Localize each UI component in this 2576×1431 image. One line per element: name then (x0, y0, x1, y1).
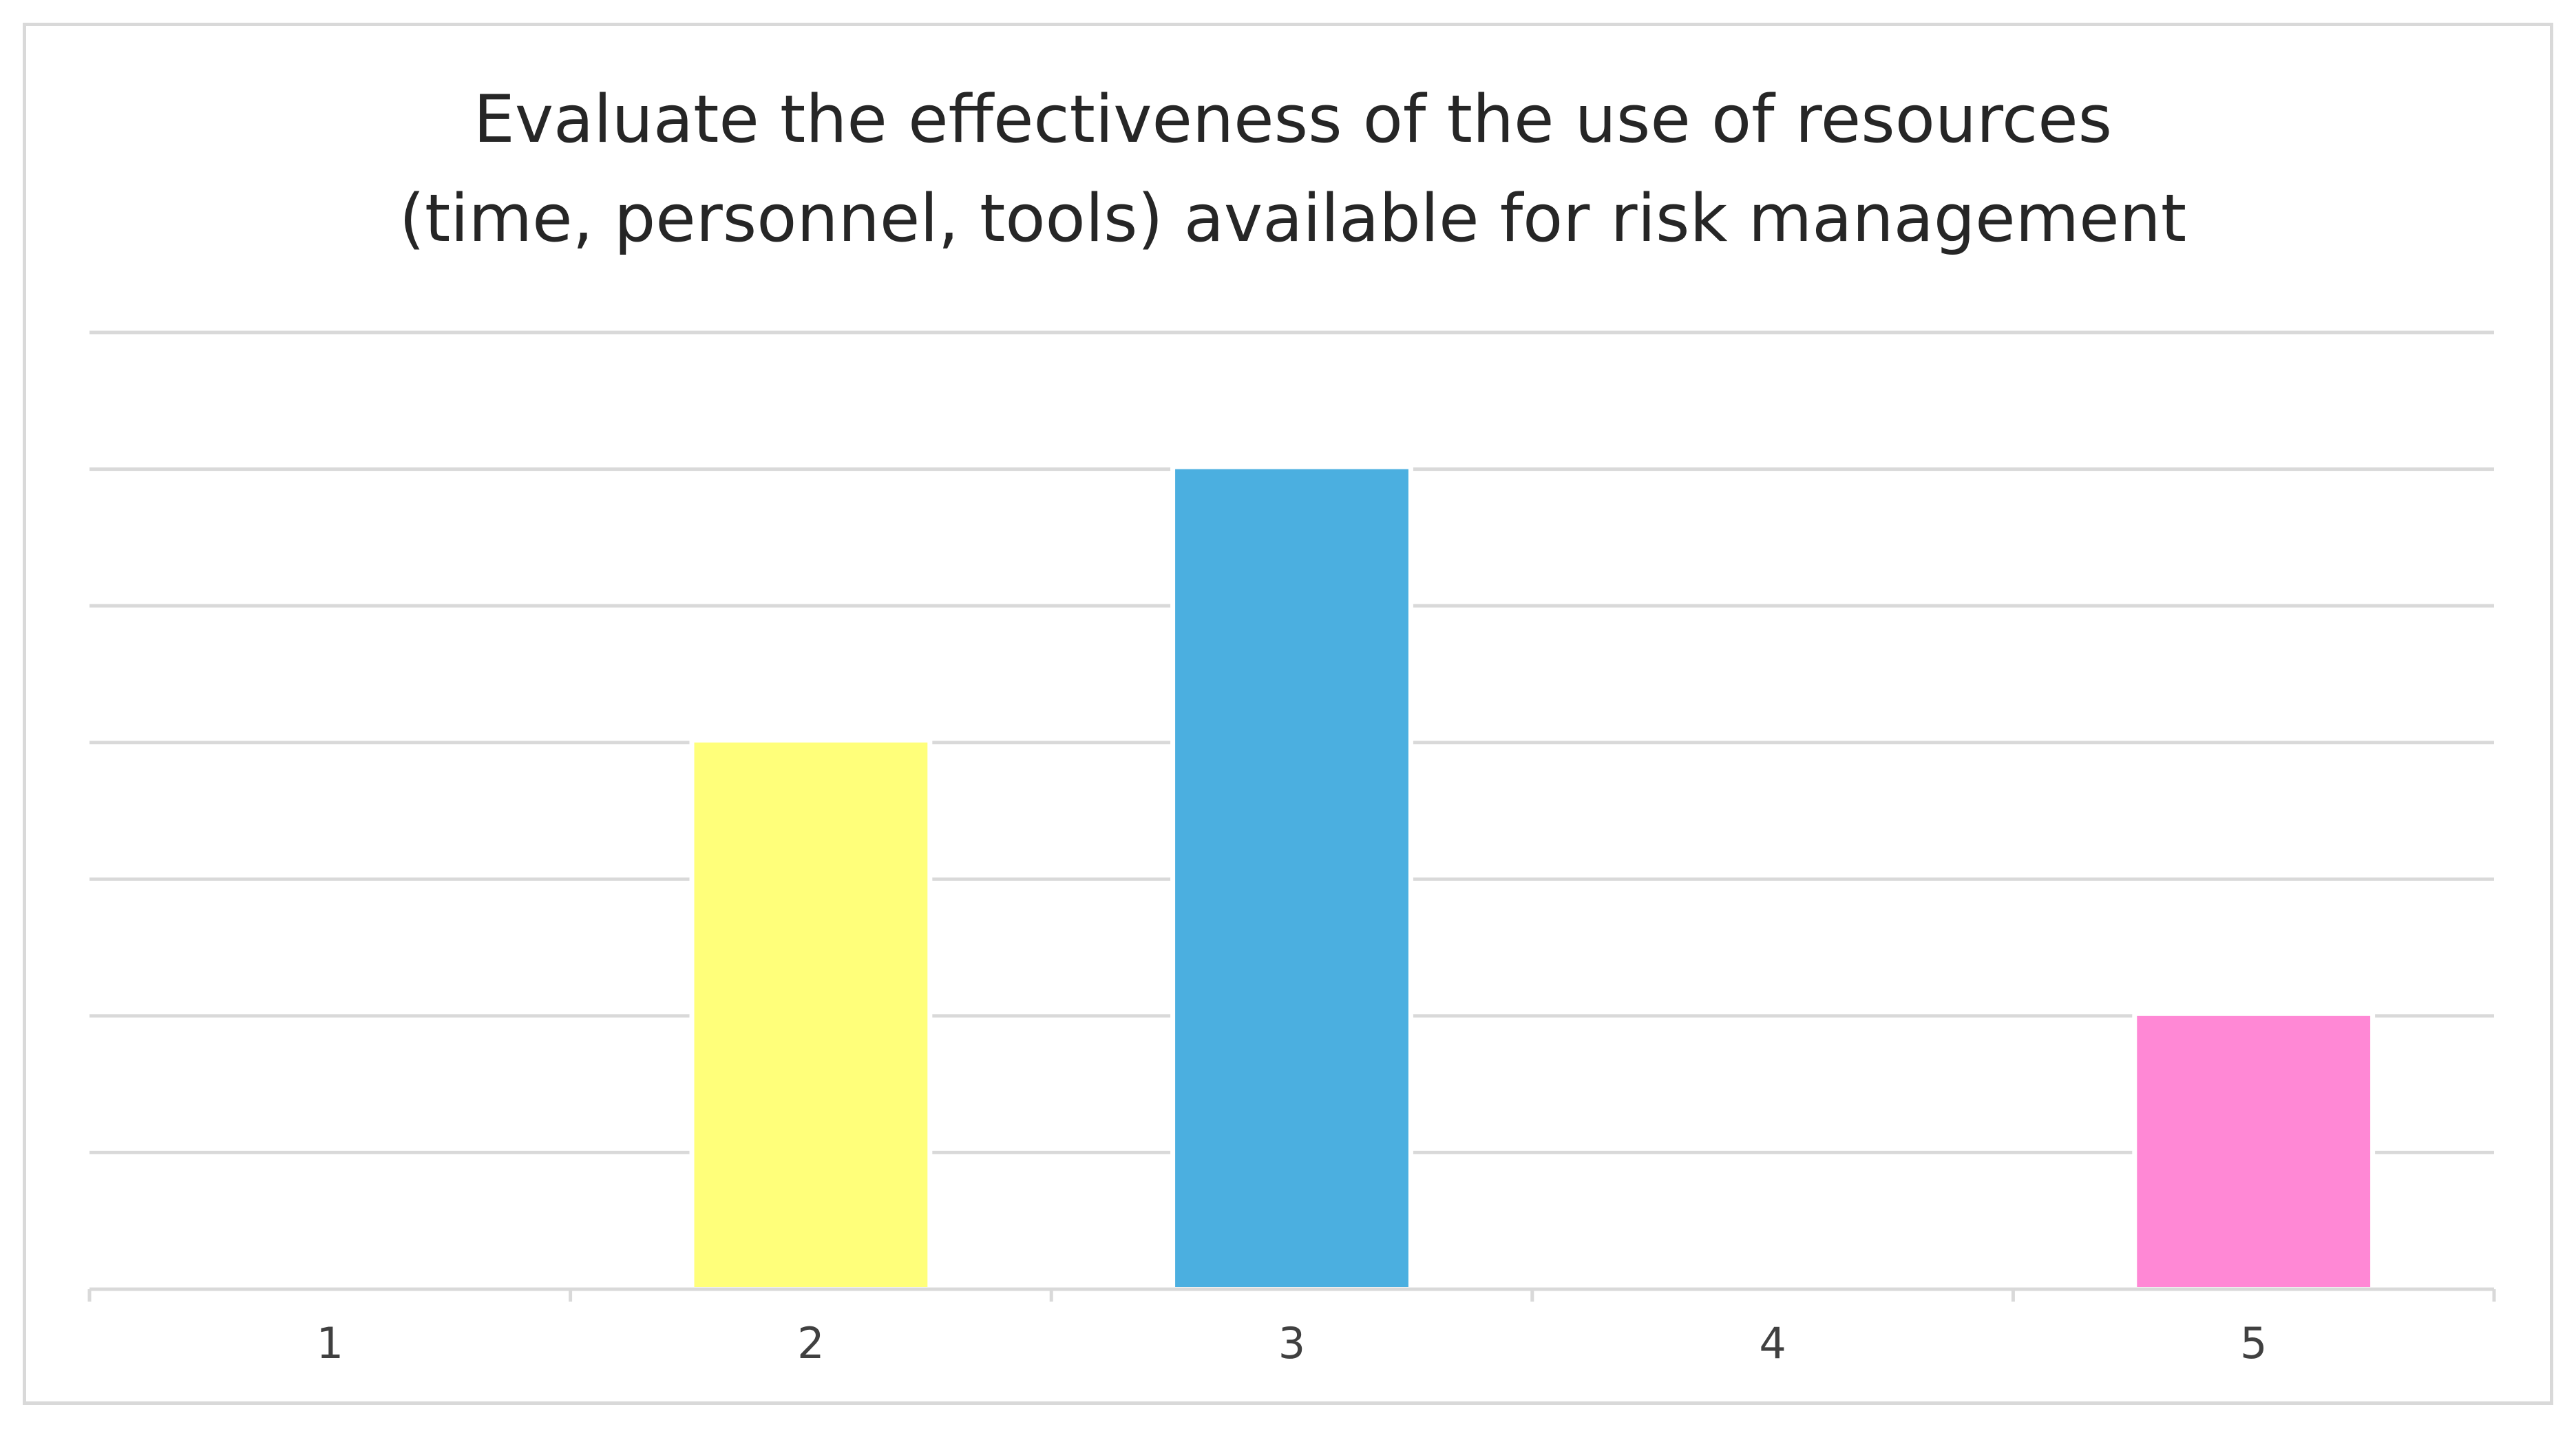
x-tick-label-4: 4 (1759, 1318, 1786, 1368)
bar-2 (689, 737, 933, 1292)
x-tick-label-3: 3 (1278, 1318, 1305, 1368)
chart-title: Evaluate the effectiveness of the use of… (399, 82, 2186, 257)
chart-frame: Evaluate the effectiveness of the use of… (23, 23, 2553, 1405)
x-axis (87, 1287, 2496, 1302)
chart-title-line-2: (time, personnel, tools) available for r… (399, 181, 2186, 257)
x-tick-label-5: 5 (2240, 1318, 2267, 1368)
bar-5 (2132, 1010, 2376, 1293)
chart-title-line-1: Evaluate the effectiveness of the use of… (474, 82, 2112, 158)
x-tick-labels: 1 2 3 4 5 (317, 1318, 2268, 1368)
bars (689, 464, 2376, 1293)
x-tick-label-2: 2 (797, 1318, 824, 1368)
bar-3 (1170, 464, 1413, 1292)
x-tick-label-1: 1 (317, 1318, 344, 1368)
bar-chart: Evaluate the effectiveness of the use of… (87, 82, 2496, 1368)
